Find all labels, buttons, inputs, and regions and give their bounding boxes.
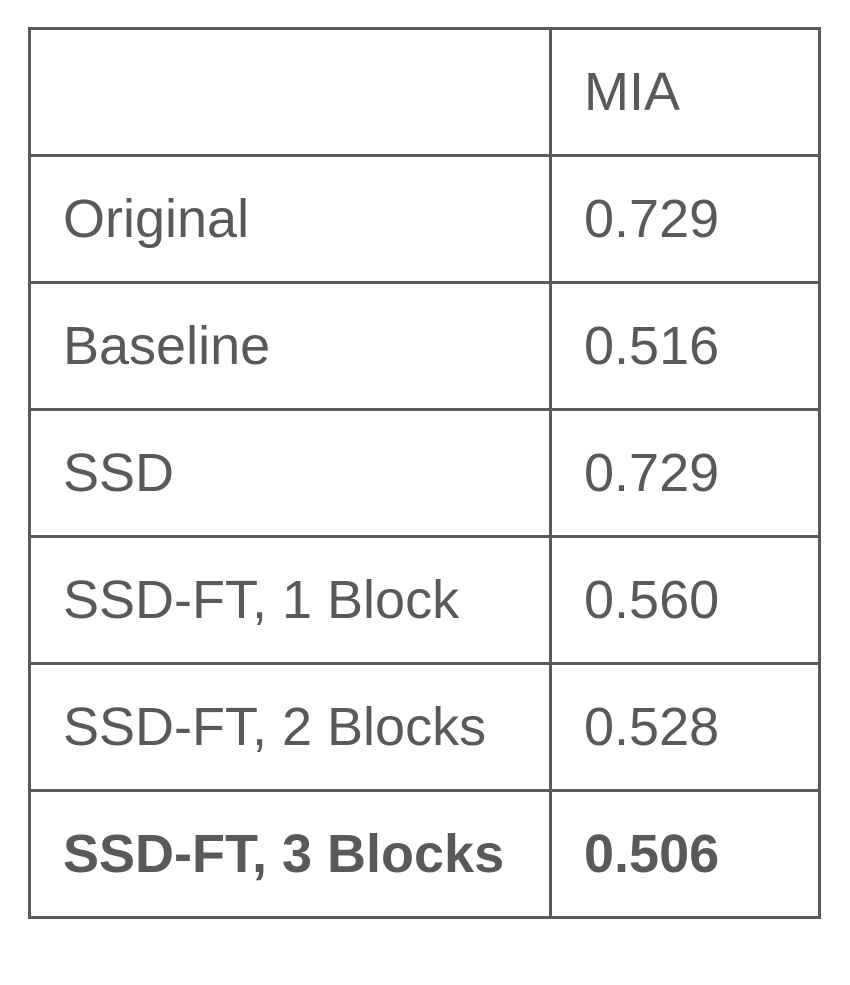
table-row-highlighted: SSD-FT, 3 Blocks 0.506: [28, 789, 821, 919]
mia-value-cell: 0.516: [549, 281, 821, 411]
header-cell-mia: MIA: [549, 27, 821, 157]
table-row: Baseline 0.516: [28, 281, 821, 411]
method-cell: SSD-FT, 3 Blocks: [28, 789, 552, 919]
mia-value-cell: 0.560: [549, 535, 821, 665]
method-cell: Original: [28, 154, 552, 284]
mia-value-cell: 0.729: [549, 408, 821, 538]
table-row: Original 0.729: [28, 154, 821, 284]
method-cell: Baseline: [28, 281, 552, 411]
mia-value-cell: 0.528: [549, 662, 821, 792]
table-row: SSD-FT, 2 Blocks 0.528: [28, 662, 821, 792]
table-row: SSD 0.729: [28, 408, 821, 538]
method-cell: SSD-FT, 1 Block: [28, 535, 552, 665]
method-cell: SSD-FT, 2 Blocks: [28, 662, 552, 792]
method-cell: SSD: [28, 408, 552, 538]
header-row: MIA: [28, 27, 821, 157]
table-row: SSD-FT, 1 Block 0.560: [28, 535, 821, 665]
mia-value-cell: 0.506: [549, 789, 821, 919]
mia-value-cell: 0.729: [549, 154, 821, 284]
header-cell-method: [28, 27, 552, 157]
results-table: MIA Original 0.729 Baseline 0.516 SSD 0.…: [28, 27, 821, 919]
